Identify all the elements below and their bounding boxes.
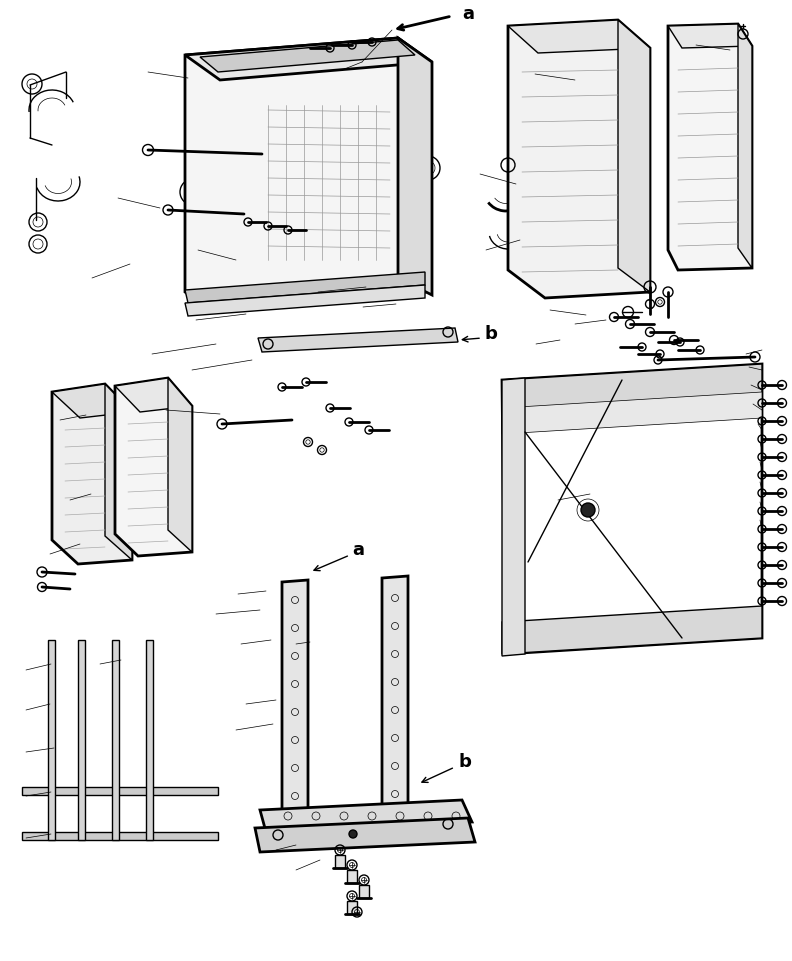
Polygon shape (668, 24, 752, 270)
Circle shape (581, 503, 595, 517)
Text: b: b (484, 325, 497, 343)
Polygon shape (105, 384, 132, 560)
Polygon shape (52, 384, 132, 564)
Text: a: a (352, 541, 364, 559)
Polygon shape (52, 384, 132, 418)
Polygon shape (282, 580, 308, 820)
Polygon shape (185, 285, 425, 316)
Polygon shape (78, 640, 85, 840)
Polygon shape (260, 800, 472, 832)
Polygon shape (185, 272, 425, 303)
Polygon shape (146, 640, 153, 840)
Polygon shape (508, 20, 650, 298)
Polygon shape (347, 901, 357, 914)
Text: a: a (462, 5, 474, 23)
Polygon shape (112, 640, 119, 840)
Polygon shape (502, 606, 762, 654)
Polygon shape (668, 24, 752, 48)
Polygon shape (185, 38, 425, 310)
Polygon shape (502, 378, 525, 656)
Polygon shape (185, 38, 432, 80)
Polygon shape (347, 870, 357, 883)
Polygon shape (22, 832, 218, 840)
Polygon shape (48, 640, 55, 840)
Polygon shape (738, 24, 752, 268)
Polygon shape (115, 378, 192, 556)
Polygon shape (335, 855, 345, 868)
Text: b: b (458, 753, 471, 771)
Polygon shape (359, 885, 369, 898)
Polygon shape (255, 818, 475, 852)
Polygon shape (502, 392, 762, 434)
Polygon shape (398, 38, 432, 295)
Polygon shape (115, 378, 192, 412)
Polygon shape (382, 576, 408, 820)
Polygon shape (22, 787, 218, 795)
Polygon shape (618, 20, 650, 292)
Polygon shape (508, 20, 650, 53)
Polygon shape (258, 328, 458, 352)
Polygon shape (168, 378, 192, 552)
Circle shape (349, 830, 357, 838)
Polygon shape (502, 364, 762, 410)
Polygon shape (200, 40, 415, 72)
